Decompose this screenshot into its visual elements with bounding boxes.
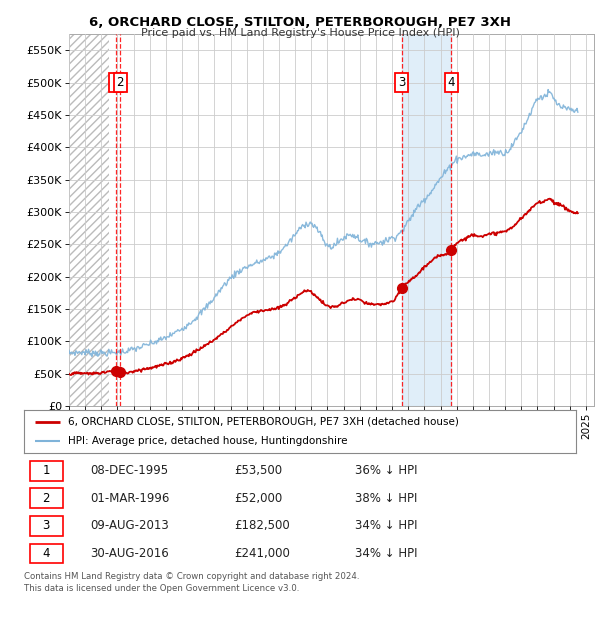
Text: 34% ↓ HPI: 34% ↓ HPI bbox=[355, 520, 418, 533]
FancyBboxPatch shape bbox=[29, 461, 62, 480]
FancyBboxPatch shape bbox=[29, 516, 62, 536]
Text: £52,000: £52,000 bbox=[234, 492, 282, 505]
Text: 2: 2 bbox=[43, 492, 50, 505]
Text: £53,500: £53,500 bbox=[234, 464, 282, 477]
Bar bbox=[402, 34, 451, 406]
Text: 4: 4 bbox=[43, 547, 50, 560]
Text: £182,500: £182,500 bbox=[234, 520, 290, 533]
Bar bbox=[69, 34, 109, 406]
Text: 34% ↓ HPI: 34% ↓ HPI bbox=[355, 547, 418, 560]
Text: Contains HM Land Registry data © Crown copyright and database right 2024.: Contains HM Land Registry data © Crown c… bbox=[24, 572, 359, 581]
Text: 09-AUG-2013: 09-AUG-2013 bbox=[90, 520, 169, 533]
FancyBboxPatch shape bbox=[29, 544, 62, 564]
Text: Price paid vs. HM Land Registry's House Price Index (HPI): Price paid vs. HM Land Registry's House … bbox=[140, 28, 460, 38]
Text: £241,000: £241,000 bbox=[234, 547, 290, 560]
Text: 36% ↓ HPI: 36% ↓ HPI bbox=[355, 464, 418, 477]
Text: 4: 4 bbox=[448, 76, 455, 89]
Text: 38% ↓ HPI: 38% ↓ HPI bbox=[355, 492, 418, 505]
Text: 08-DEC-1995: 08-DEC-1995 bbox=[90, 464, 169, 477]
Text: 1: 1 bbox=[112, 76, 120, 89]
Text: 30-AUG-2016: 30-AUG-2016 bbox=[90, 547, 169, 560]
Text: This data is licensed under the Open Government Licence v3.0.: This data is licensed under the Open Gov… bbox=[24, 584, 299, 593]
Text: 6, ORCHARD CLOSE, STILTON, PETERBOROUGH, PE7 3XH (detached house): 6, ORCHARD CLOSE, STILTON, PETERBOROUGH,… bbox=[68, 417, 459, 427]
FancyBboxPatch shape bbox=[29, 489, 62, 508]
Text: 2: 2 bbox=[116, 76, 124, 89]
Text: HPI: Average price, detached house, Huntingdonshire: HPI: Average price, detached house, Hunt… bbox=[68, 436, 347, 446]
Text: 3: 3 bbox=[43, 520, 50, 533]
Text: 1: 1 bbox=[43, 464, 50, 477]
Text: 01-MAR-1996: 01-MAR-1996 bbox=[90, 492, 170, 505]
Text: 6, ORCHARD CLOSE, STILTON, PETERBOROUGH, PE7 3XH: 6, ORCHARD CLOSE, STILTON, PETERBOROUGH,… bbox=[89, 16, 511, 29]
Text: 3: 3 bbox=[398, 76, 406, 89]
